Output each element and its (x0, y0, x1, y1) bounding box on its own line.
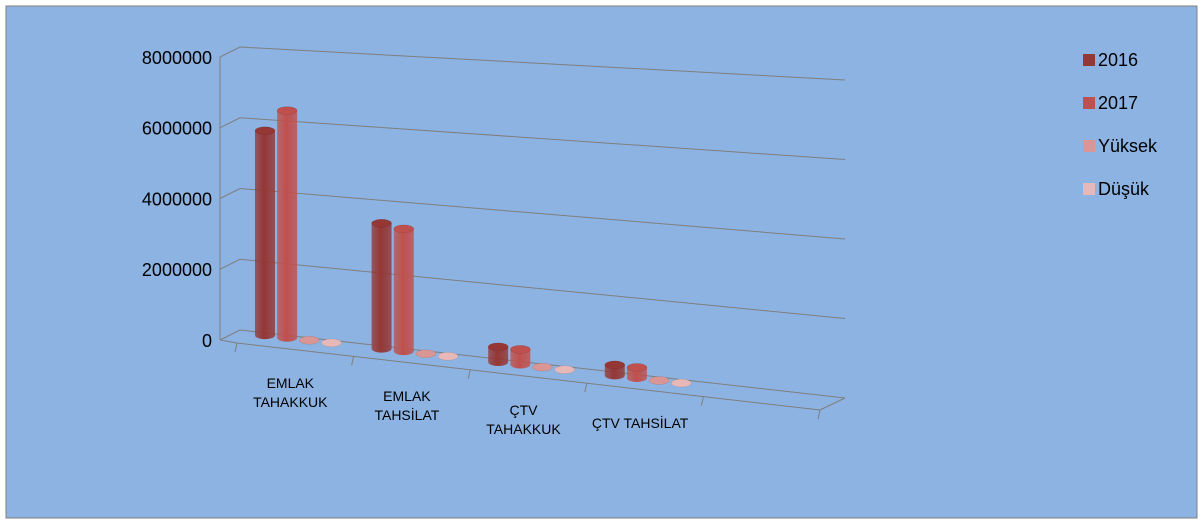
legend-label: 2016 (1098, 50, 1138, 70)
grid-line (219, 46, 846, 81)
y-tick-label: 8000000 (142, 48, 212, 68)
bar (626, 367, 647, 382)
bar-top (393, 224, 414, 234)
bar-top (670, 378, 692, 388)
y-tick-label: 4000000 (142, 189, 212, 209)
bar-top (532, 362, 553, 372)
floor-right-edge (819, 397, 846, 411)
bar-top (648, 376, 670, 385)
x-tick-label: ÇTV TAHSİLAT (591, 414, 689, 431)
bar-top (371, 219, 392, 228)
bar (604, 364, 625, 380)
legend-label: Yüksek (1098, 136, 1158, 156)
bar (510, 349, 531, 369)
x-tick-label: ÇTV TAHAKKUK (486, 401, 561, 437)
x-tick (817, 409, 821, 420)
grid-line (219, 117, 846, 160)
bar-top (299, 336, 320, 345)
bar-top (626, 363, 648, 372)
x-tick-label: EMLAK TAHSİLAT (374, 388, 440, 424)
bar (371, 223, 392, 353)
bar-top (415, 349, 437, 358)
y-tick-label: 6000000 (142, 119, 212, 139)
x-tick (467, 369, 471, 379)
x-tick-label: EMLAK TAHAKKUK (253, 374, 328, 410)
bar-top (510, 345, 531, 354)
bar-top (254, 126, 276, 136)
legend-swatch (1083, 54, 1095, 66)
bar-top (487, 342, 509, 352)
legend-swatch (1083, 97, 1095, 109)
x-tick (351, 356, 355, 366)
bar (488, 346, 509, 367)
floor-front-edge (236, 342, 821, 411)
legend-swatch (1083, 140, 1095, 152)
background (5, 5, 1198, 519)
bar-top (276, 106, 298, 115)
bar (254, 130, 275, 340)
x-tick (584, 383, 588, 393)
y-tick-label: 0 (202, 331, 212, 351)
bar (277, 110, 298, 342)
bar-top (321, 338, 342, 348)
left-floor-edge (219, 339, 238, 344)
grid-line (219, 187, 846, 240)
legend-swatch (1083, 183, 1095, 195)
legend-label: 2017 (1098, 93, 1138, 113)
bar-top (554, 365, 575, 374)
bar-top (604, 360, 626, 370)
legend-label: Düşük (1098, 179, 1150, 199)
x-tick (700, 396, 704, 406)
y-tick-label: 2000000 (142, 260, 212, 280)
bar (393, 228, 414, 356)
bar-top (437, 352, 459, 361)
grid-line (219, 258, 846, 319)
x-tick (234, 342, 238, 353)
